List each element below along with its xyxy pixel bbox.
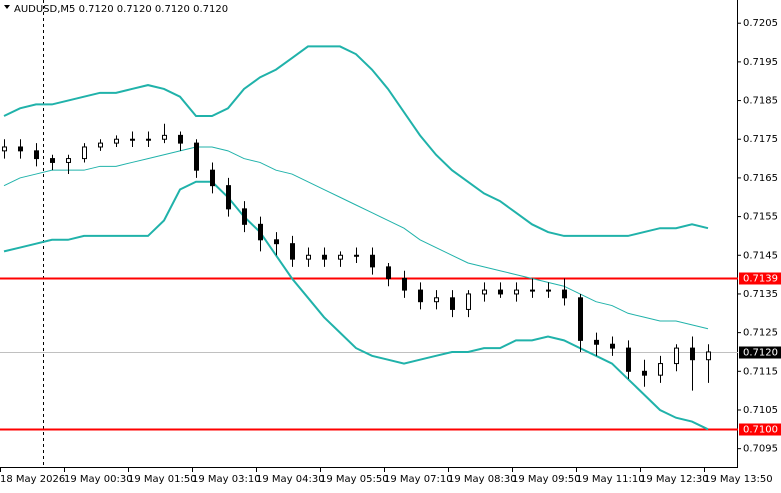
- candle-body: [210, 169, 215, 187]
- y-tick-label: 0.7125: [743, 328, 778, 339]
- candle-body: [322, 254, 327, 260]
- candle-body: [226, 185, 231, 210]
- candle-body: [514, 289, 519, 295]
- candle-body: [338, 254, 343, 260]
- candle-body: [34, 150, 39, 160]
- menu-triangle: [4, 5, 10, 9]
- x-tick-label: 19 May 05:50: [320, 474, 389, 485]
- candle-body: [418, 289, 423, 303]
- y-tick-label: 0.7135: [743, 289, 778, 300]
- candle-body: [546, 289, 551, 292]
- current-price-label: 0.7120: [743, 348, 778, 359]
- candle-body: [578, 297, 583, 341]
- candle-body: [402, 277, 407, 291]
- candle-body: [498, 289, 503, 295]
- y-tick-label: 0.7205: [743, 18, 778, 29]
- candle-body: [434, 297, 439, 303]
- candle-body: [306, 254, 311, 260]
- chart-title: AUDUSD,M5 0.7120 0.7120 0.7120 0.7120: [14, 4, 228, 15]
- candle-body: [82, 146, 87, 160]
- candle-body: [258, 223, 263, 241]
- y-tick-label: 0.7195: [743, 57, 778, 68]
- x-tick-label: 19 May 04:30: [256, 474, 325, 485]
- candle-body: [386, 266, 391, 279]
- candle-body: [242, 208, 247, 225]
- current-price-box: [739, 346, 781, 359]
- candle-body: [370, 254, 375, 268]
- level-label: 0.7139: [743, 274, 778, 285]
- candle-body: [690, 347, 695, 361]
- x-tick-label: 19 May 11:10: [576, 474, 645, 485]
- x-tick-label: 19 May 07:10: [384, 474, 453, 485]
- candle-body: [354, 254, 359, 257]
- candle-body: [642, 370, 647, 376]
- y-tick-label: 0.7155: [743, 212, 778, 223]
- candle-body: [146, 138, 151, 141]
- x-tick-label: 19 May 00:30: [64, 474, 133, 485]
- candle-body: [194, 142, 199, 171]
- level-box: [739, 272, 781, 285]
- bollinger-band: [3, 180, 709, 431]
- candle-body: [594, 339, 599, 345]
- y-tick-label: 0.7105: [743, 405, 778, 416]
- candle-body: [674, 347, 679, 365]
- candle-body: [66, 158, 71, 163]
- candle-body: [530, 289, 535, 292]
- x-tick-label: 19 May 08:30: [448, 474, 517, 485]
- x-tick-label: 19 May 01:50: [128, 474, 197, 485]
- candle-body: [482, 289, 487, 295]
- x-tick-label: 19 May 12:30: [640, 474, 709, 485]
- candle-body: [706, 351, 711, 361]
- y-tick-label: 0.7185: [743, 96, 778, 107]
- candle-body: [450, 297, 455, 310]
- y-tick-label: 0.7175: [743, 134, 778, 145]
- candle-body: [50, 158, 55, 163]
- level-box: [739, 423, 781, 436]
- y-tick-label: 0.7115: [743, 366, 778, 377]
- candle-body: [130, 138, 135, 141]
- candle-body: [562, 289, 567, 299]
- x-tick-label: 19 May 03:10: [192, 474, 261, 485]
- candle-body: [626, 347, 631, 372]
- y-tick-label: 0.7145: [743, 250, 778, 261]
- candle-body: [162, 134, 167, 140]
- candle-body: [658, 363, 663, 376]
- candle-body: [98, 142, 103, 148]
- bollinger-band: [3, 146, 709, 330]
- candle-body: [274, 239, 279, 245]
- x-tick-label: 18 May 2026: [0, 474, 65, 485]
- y-tick-label: 0.7165: [743, 173, 778, 184]
- candle-body: [2, 146, 7, 152]
- candle-body: [610, 343, 615, 349]
- bollinger-band: [3, 45, 709, 237]
- candle-body: [114, 138, 119, 144]
- candle-body: [178, 134, 183, 144]
- candle-body: [466, 293, 471, 310]
- y-tick-label: 0.7095: [743, 444, 778, 455]
- candle-body: [290, 243, 295, 260]
- x-tick-label: 19 May 09:50: [512, 474, 581, 485]
- x-tick-label: 19 May 13:50: [704, 474, 773, 485]
- candle-body: [18, 146, 23, 152]
- level-label: 0.7100: [743, 425, 778, 436]
